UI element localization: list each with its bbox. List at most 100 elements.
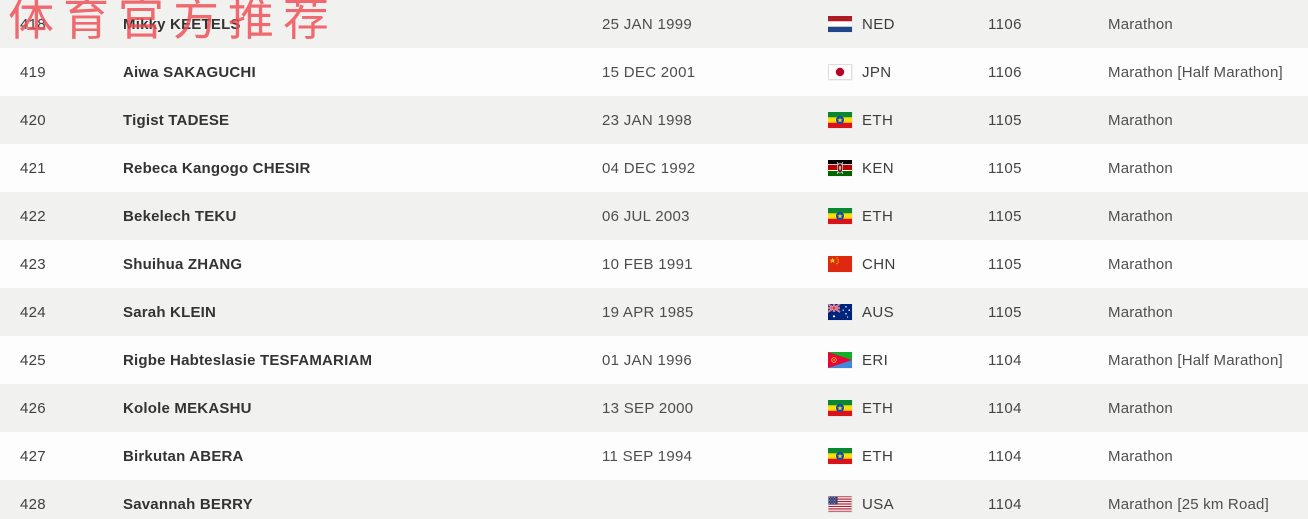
event-cell: Marathon: [1108, 15, 1173, 33]
athlete-row[interactable]: 422 Bekelech TEKU 06 JUL 2003 ETH 1105 Marath…: [0, 192, 1308, 240]
eri-flag-icon: [828, 352, 852, 368]
rank-cell: 422: [20, 207, 46, 225]
score-cell: 1104: [988, 447, 1022, 465]
country-code: ERI: [862, 351, 889, 369]
athlete-name-link[interactable]: Shuihua ZHANG: [123, 255, 243, 273]
rank-cell: 426: [20, 399, 46, 417]
country-cell: ETH: [828, 400, 988, 417]
country-code: USA: [862, 495, 895, 513]
event-cell: Marathon: [1108, 159, 1173, 177]
dob-cell: 15 DEC 2001: [602, 63, 696, 81]
eth-flag-icon: [828, 112, 852, 128]
event-cell: Marathon: [1108, 111, 1173, 129]
dob-cell: 19 APR 1985: [602, 303, 694, 321]
score-cell: 1105: [988, 207, 1022, 225]
country-cell: AUS: [828, 304, 988, 321]
score-cell: 1104: [988, 351, 1022, 369]
athlete-row[interactable]: 421 Rebeca Kangogo CHESIR 04 DEC 1992 KEN 11…: [0, 144, 1308, 192]
athlete-row[interactable]: 427 Birkutan ABERA 11 SEP 1994 ETH 1104 Marat…: [0, 432, 1308, 480]
dob-cell: 04 DEC 1992: [602, 159, 696, 177]
country-cell: KEN: [828, 160, 988, 177]
country-cell: ERI: [828, 352, 988, 369]
athlete-name-link[interactable]: Rebeca Kangogo CHESIR: [123, 159, 311, 177]
athlete-name-link[interactable]: Bekelech TEKU: [123, 207, 237, 225]
country-cell: ETH: [828, 208, 988, 225]
rank-cell: 418: [20, 15, 46, 33]
athlete-name-link[interactable]: Savannah BERRY: [123, 495, 253, 513]
event-cell: Marathon: [1108, 399, 1173, 417]
athlete-row[interactable]: 423 Shuihua ZHANG 10 FEB 1991 CHN 1105 Marath…: [0, 240, 1308, 288]
country-code: ETH: [862, 447, 894, 465]
event-cell: Marathon: [1108, 207, 1173, 225]
dob-cell: 06 JUL 2003: [602, 207, 690, 225]
athlete-row[interactable]: 425 Rigbe Habteslasie TESFAMARIAM 01 JAN 1…: [0, 336, 1308, 384]
score-cell: 1105: [988, 111, 1022, 129]
dob-cell: 13 SEP 2000: [602, 399, 694, 417]
dob-cell: 11 SEP 1994: [602, 447, 693, 465]
country-cell: ETH: [828, 112, 988, 129]
country-cell: ETH: [828, 448, 988, 465]
country-code: JPN: [862, 63, 892, 81]
event-cell: Marathon [Half Marathon]: [1108, 63, 1283, 81]
athlete-name-link[interactable]: Aiwa SAKAGUCHI: [123, 63, 256, 81]
country-code: NED: [862, 15, 895, 33]
athlete-name-link[interactable]: Mikky KEETELS: [123, 15, 241, 33]
eth-flag-icon: [828, 448, 852, 464]
score-cell: 1106: [988, 63, 1022, 81]
score-cell: 1104: [988, 399, 1022, 417]
country-cell: NED: [828, 16, 988, 33]
score-cell: 1105: [988, 159, 1022, 177]
rank-cell: 428: [20, 495, 46, 513]
athlete-name-link[interactable]: Kolole MEKASHU: [123, 399, 252, 417]
rank-cell: 424: [20, 303, 46, 321]
rank-cell: 419: [20, 63, 46, 81]
country-code: KEN: [862, 159, 895, 177]
country-code: AUS: [862, 303, 895, 321]
usa-flag-icon: [828, 496, 852, 512]
dob-cell: 10 FEB 1991: [602, 255, 693, 273]
country-code: ETH: [862, 111, 894, 129]
country-code: ETH: [862, 399, 894, 417]
rank-cell: 421: [20, 159, 46, 177]
event-cell: Marathon: [1108, 255, 1173, 273]
eth-flag-icon: [828, 400, 852, 416]
rank-cell: 425: [20, 351, 46, 369]
athlete-name-link[interactable]: Rigbe Habteslasie TESFAMARIAM: [123, 351, 373, 369]
athlete-row[interactable]: 424 Sarah KLEIN 19 APR 1985 AUS 1105 Marathon: [0, 288, 1308, 336]
athlete-row[interactable]: 418 Mikky KEETELS 25 JAN 1999 NED 1106 Marath…: [0, 0, 1308, 48]
athlete-row[interactable]: 420 Tigist TADESE 23 JAN 1998 ETH 1105 Marath…: [0, 96, 1308, 144]
eth-flag-icon: [828, 208, 852, 224]
event-cell: Marathon [25 km Road]: [1108, 495, 1269, 513]
athlete-row[interactable]: 426 Kolole MEKASHU 13 SEP 2000 ETH 1104 Marat…: [0, 384, 1308, 432]
dob-cell: 01 JAN 1996: [602, 351, 693, 369]
country-code: CHN: [862, 255, 896, 273]
country-cell: JPN: [828, 64, 988, 81]
event-cell: Marathon: [1108, 447, 1173, 465]
athlete-name-link[interactable]: Tigist TADESE: [123, 111, 230, 129]
aus-flag-icon: [828, 304, 852, 320]
athlete-name-link[interactable]: Birkutan ABERA: [123, 447, 244, 465]
ned-flag-icon: [828, 16, 852, 32]
score-cell: 1104: [988, 495, 1022, 513]
country-cell: CHN: [828, 256, 988, 273]
country-cell: USA: [828, 496, 988, 513]
chn-flag-icon: [828, 256, 852, 272]
score-cell: 1106: [988, 15, 1022, 33]
event-cell: Marathon [Half Marathon]: [1108, 351, 1283, 369]
dob-cell: 23 JAN 1998: [602, 111, 693, 129]
athlete-row[interactable]: 428 Savannah BERRY USA 1104 Marathon [25 km …: [0, 480, 1308, 519]
country-code: ETH: [862, 207, 894, 225]
jpn-flag-icon: [828, 64, 852, 80]
rank-cell: 423: [20, 255, 46, 273]
event-cell: Marathon: [1108, 303, 1173, 321]
score-cell: 1105: [988, 255, 1022, 273]
athlete-name-link[interactable]: Sarah KLEIN: [123, 303, 217, 321]
ken-flag-icon: [828, 160, 852, 176]
rank-cell: 420: [20, 111, 46, 129]
athlete-row[interactable]: 419 Aiwa SAKAGUCHI 15 DEC 2001 JPN 1106 Marat…: [0, 48, 1308, 96]
dob-cell: 25 JAN 1999: [602, 15, 693, 33]
rank-cell: 427: [20, 447, 46, 465]
score-cell: 1105: [988, 303, 1022, 321]
